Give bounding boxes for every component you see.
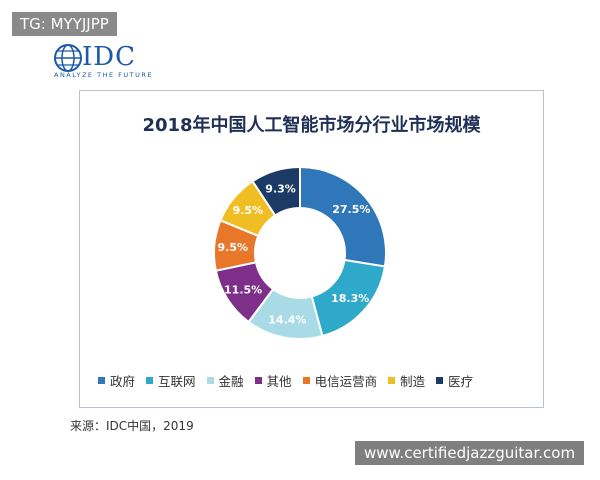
legend-label-0: 政府 — [110, 374, 136, 389]
donut-chart: 27.5%18.3%14.4%11.5%9.5%9.5%9.3% — [213, 165, 387, 340]
legend-label-2: 金融 — [218, 374, 244, 389]
logo-tagline: ANALYZE THE FUTURE — [54, 71, 153, 79]
idc-globe-icon — [54, 44, 82, 72]
legend-swatch-2 — [206, 377, 214, 384]
legend-swatch-5 — [388, 377, 396, 384]
source-note: 来源：IDC中国，2019 — [70, 419, 194, 433]
donut-slice-label-0: 27.5% — [332, 203, 370, 216]
legend-label-5: 制造 — [400, 374, 426, 389]
chart-title: 2018年中国人工智能市场分行业市场规模 — [142, 115, 481, 136]
legend-swatch-4 — [302, 377, 310, 384]
chart-frame: 2018年中国人工智能市场分行业市场规模 27.5% 18.3% 14.4% 11.5… — [79, 90, 544, 408]
legend-item-1: 互联网 — [146, 371, 196, 390]
tg-tag: TG: MYYJJPP — [12, 12, 117, 36]
donut-slice-0 — [299, 165, 387, 268]
donut-slice-label-1: 18.3% — [331, 292, 369, 305]
legend-item-0: 政府 — [98, 371, 135, 390]
donut-slice-label-2: 14.4% — [268, 313, 306, 326]
legend-label-3: 其他 — [266, 374, 292, 389]
donut-slice-6 — [251, 165, 301, 217]
legend-swatch-6 — [436, 377, 444, 384]
legend-item-3: 其他 — [254, 371, 292, 390]
donut-slice-label-5: 9.5% — [233, 204, 264, 217]
legend-label-1: 互联网 — [158, 374, 196, 389]
legend-swatch-0 — [98, 377, 105, 384]
legend-swatch-3 — [254, 377, 262, 384]
legend-label-4: 电信运营商 — [314, 374, 378, 389]
legend-item-5: 制造 — [388, 371, 425, 390]
watermark: www.certifiedjazzguitar.com — [355, 441, 585, 465]
legend-label-6: 医疗 — [448, 374, 474, 389]
legend-item-6: 医疗 — [436, 371, 473, 390]
legend-item-2: 金融 — [206, 371, 244, 390]
legend-item-4: 电信运营商 — [302, 371, 378, 390]
donut-slice-label-4: 9.5% — [218, 241, 249, 254]
donut-slice-label-3: 11.5% — [224, 283, 262, 296]
donut-slice-label-6: 9.3% — [265, 182, 296, 195]
legend-swatch-1 — [146, 377, 154, 384]
chart-legend: 政府 互联网 金融 其他 电信运营商 制造 医疗 — [98, 371, 538, 390]
logo-text: IDC — [82, 42, 137, 72]
